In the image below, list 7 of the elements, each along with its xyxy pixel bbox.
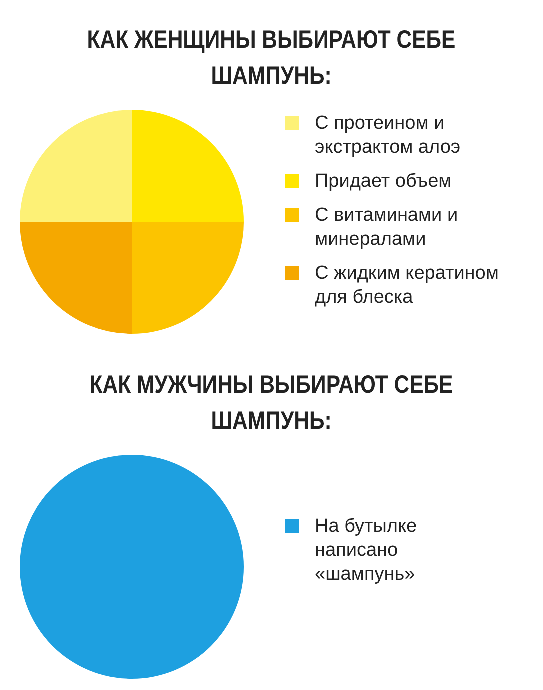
legend-label: На бутылке написано «шампунь» xyxy=(315,515,418,587)
chart-title: КАК МУЖЧИНЫ ВЫБИРАЮТ СЕБЕ ШАМПУНЬ: xyxy=(88,370,454,437)
legend-label: Придает объем xyxy=(315,170,453,194)
legend-label: С витаминами и минералами xyxy=(315,204,460,252)
chart-title: КАК ЖЕНЩИНЫ ВЫБИРАЮТ СЕБЕ ШАМПУНЬ: xyxy=(86,25,457,92)
legend-label: С жидким кератином для блеска xyxy=(315,262,500,310)
legend-label: С протеином и экстрактом алоэ xyxy=(315,112,462,160)
